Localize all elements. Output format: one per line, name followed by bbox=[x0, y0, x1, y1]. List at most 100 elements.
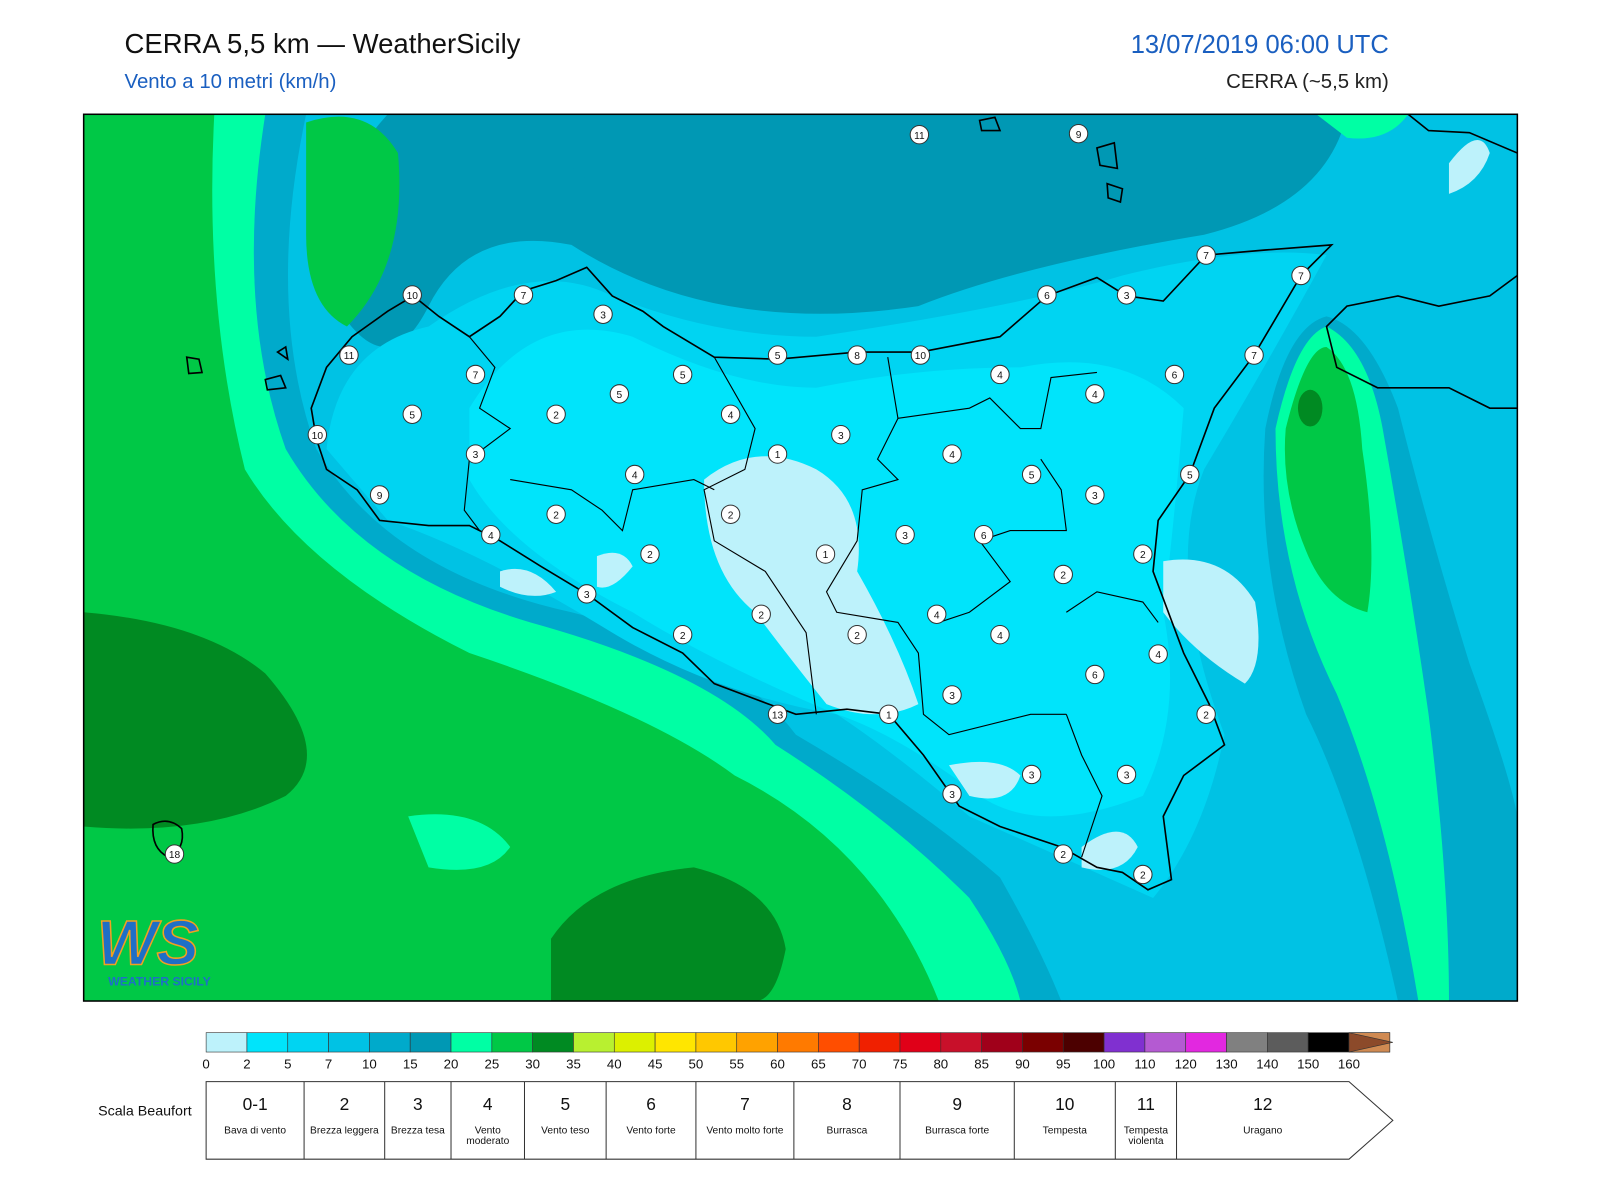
station-value: 2 bbox=[553, 410, 559, 421]
scale-segment bbox=[940, 1032, 982, 1053]
logo: WS WEATHER SICILY bbox=[96, 908, 211, 989]
station-marker bbox=[1085, 664, 1105, 685]
station-marker bbox=[465, 364, 486, 385]
beaufort-label: Vento teso bbox=[541, 1126, 590, 1137]
scale-tick-label: 130 bbox=[1215, 1056, 1237, 1071]
scale-tick-label: 120 bbox=[1175, 1056, 1197, 1071]
station-marker bbox=[1196, 245, 1216, 265]
station-value: 2 bbox=[553, 510, 559, 521]
beaufort-label-box: Vento moderato bbox=[466, 1127, 509, 1147]
scale-tick-label: 60 bbox=[770, 1056, 785, 1071]
station-value: 6 bbox=[1044, 291, 1050, 302]
station-marker bbox=[609, 384, 630, 404]
scale-tick-label: 100 bbox=[1093, 1056, 1115, 1071]
station-marker bbox=[910, 345, 931, 365]
station-marker bbox=[1085, 384, 1105, 404]
station-marker bbox=[369, 485, 390, 505]
station-marker bbox=[990, 625, 1010, 645]
station-marker bbox=[1196, 704, 1216, 724]
scale-tick-label: 2 bbox=[243, 1056, 250, 1071]
station-value: 7 bbox=[1298, 272, 1304, 283]
station-value: 4 bbox=[632, 471, 638, 482]
station-marker bbox=[625, 464, 645, 485]
station-marker bbox=[942, 444, 962, 464]
beaufort-label: Burrasca forte bbox=[925, 1126, 990, 1137]
beaufort-label: Tempesta violenta bbox=[1123, 1126, 1169, 1147]
station-marker bbox=[513, 285, 534, 305]
beaufort-title: Scala Beaufort bbox=[98, 1103, 192, 1119]
station-marker bbox=[402, 404, 422, 424]
station-value: 2 bbox=[1140, 871, 1146, 882]
scale-segment bbox=[981, 1032, 1023, 1053]
scale-tick-label: 80 bbox=[933, 1056, 948, 1071]
station-marker bbox=[767, 704, 788, 724]
beaufort-label-box: Vento forte bbox=[626, 1127, 675, 1137]
beaufort-label: Vento molto forte bbox=[706, 1126, 784, 1137]
station-marker bbox=[942, 685, 962, 705]
title: CERRA 5,5 km — WeatherSicily bbox=[124, 28, 520, 59]
map-field bbox=[83, 114, 1518, 1002]
scale-segment bbox=[287, 1032, 329, 1053]
station-marker bbox=[1133, 544, 1153, 564]
station-value: 3 bbox=[1092, 491, 1098, 502]
scale-tick-label: 30 bbox=[525, 1056, 540, 1071]
beaufort-label: Bava di vento bbox=[224, 1126, 287, 1137]
scale-segment bbox=[1267, 1032, 1309, 1053]
scale-tick-label: 5 bbox=[284, 1056, 291, 1071]
station-value: 2 bbox=[647, 550, 653, 561]
station-marker bbox=[895, 525, 915, 545]
station-value: 2 bbox=[1140, 550, 1146, 561]
scale-tick-label: 50 bbox=[689, 1056, 704, 1071]
station-value: 9 bbox=[377, 491, 383, 502]
station-value: 7 bbox=[521, 291, 527, 302]
scale-segment bbox=[369, 1032, 411, 1053]
station-value: 10 bbox=[312, 431, 324, 442]
beaufort-label-box: Uragano bbox=[1243, 1126, 1283, 1137]
station-value: 3 bbox=[902, 531, 908, 542]
beaufort-label-box: Brezza leggera bbox=[310, 1127, 379, 1137]
station-marker bbox=[672, 625, 693, 645]
station-value: 2 bbox=[1203, 710, 1209, 721]
scale-segment bbox=[695, 1032, 738, 1053]
station-value: 10 bbox=[407, 291, 419, 302]
station-marker bbox=[942, 784, 962, 804]
scale-tick-label: 110 bbox=[1134, 1056, 1155, 1071]
station-marker bbox=[307, 425, 328, 445]
station-marker bbox=[1116, 764, 1137, 785]
station-marker bbox=[879, 704, 899, 724]
scale-tick-label: 25 bbox=[484, 1056, 499, 1071]
station-value: 3 bbox=[1124, 771, 1130, 782]
station-value: 5 bbox=[775, 351, 781, 362]
station-value: 3 bbox=[949, 790, 955, 801]
station-value: 8 bbox=[854, 351, 860, 362]
scale-tick-label: 85 bbox=[974, 1056, 989, 1071]
scale-tick-label: 70 bbox=[852, 1056, 867, 1071]
scale-segment bbox=[858, 1032, 901, 1053]
scale-tick-label: 140 bbox=[1256, 1056, 1278, 1071]
scale-tick-label: 40 bbox=[607, 1056, 622, 1071]
logo-text: WEATHER SICILY bbox=[108, 975, 211, 989]
station-value: 9 bbox=[1076, 130, 1082, 141]
beaufort-force: 5 bbox=[560, 1094, 570, 1114]
scale-tick-label: 95 bbox=[1056, 1056, 1071, 1071]
station-marker bbox=[465, 444, 486, 464]
scale-tick-label: 20 bbox=[444, 1056, 459, 1071]
scale-segment bbox=[613, 1032, 656, 1053]
station-value: 5 bbox=[617, 390, 623, 401]
scale-segment bbox=[409, 1032, 452, 1053]
station-marker bbox=[720, 404, 741, 424]
station-value: 3 bbox=[600, 310, 606, 321]
beaufort-label: Brezza tesa bbox=[390, 1126, 445, 1137]
beaufort-label: Uragano bbox=[1243, 1126, 1283, 1137]
beaufort-label-box: Burrasca bbox=[827, 1127, 868, 1137]
beaufort-label-box: Tempesta bbox=[1043, 1127, 1087, 1137]
station-marker bbox=[1116, 285, 1137, 305]
beaufort-label-box: Brezza tesa bbox=[390, 1126, 445, 1137]
scale-tick-label: 0 bbox=[202, 1056, 209, 1071]
station-value: 3 bbox=[949, 691, 955, 702]
station-value: 3 bbox=[584, 590, 590, 601]
station-marker bbox=[1053, 844, 1073, 864]
station-value: 4 bbox=[997, 631, 1003, 642]
